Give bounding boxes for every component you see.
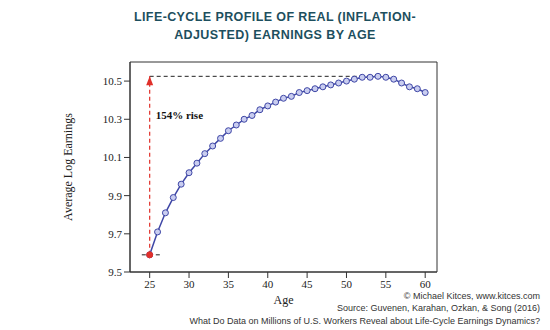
html-text:What Do Data on Millions of U.: What Do Data on Millions of U.S. Workers… [189,315,540,326]
svg-text:60: 60 [420,278,432,290]
html-text:© Michael Kitces, www.kitces.c: © Michael Kitces, www.kitces.com [403,290,540,301]
svg-text:154% rise: 154% rise [156,109,203,121]
svg-text:10.1: 10.1 [103,151,122,163]
svg-text:30: 30 [184,278,196,290]
html-text:LIFE-CYCLE PROFILE OF REAL (IN: LIFE-CYCLE PROFILE OF REAL (INFLATION-AD… [134,10,416,42]
svg-text:45: 45 [302,278,314,290]
svg-text:40: 40 [262,278,274,290]
svg-text:10.3: 10.3 [103,113,123,125]
svg-text:10.5: 10.5 [103,75,123,87]
svg-text:25: 25 [144,278,156,290]
svg-text:9.7: 9.7 [108,228,122,240]
html-text:Source: Guvenen, Karahan, Ozka: Source: Guvenen, Karahan, Ozkan, & Song … [336,303,540,313]
svg-text:50: 50 [341,278,353,290]
svg-text:35: 35 [223,278,235,290]
svg-text:55: 55 [380,278,392,290]
svg-text:9.9: 9.9 [108,190,122,202]
svg-text:Age: Age [274,293,294,307]
svg-text:9.5: 9.5 [108,266,122,278]
svg-text:Average Log Earnings: Average Log Earnings [61,113,75,221]
